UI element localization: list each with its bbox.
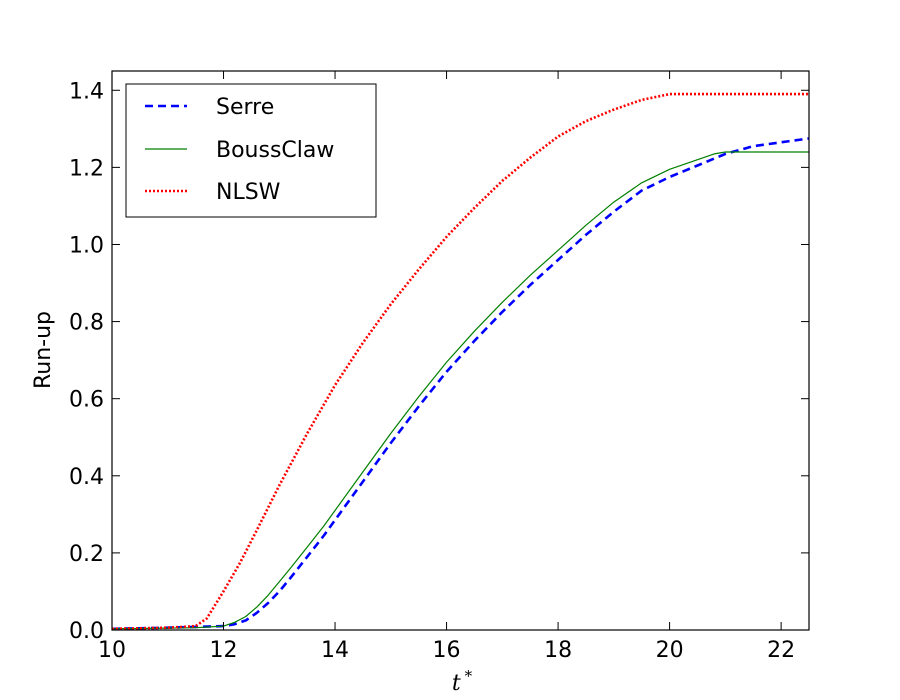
y-tick-label: 0.4 <box>69 465 104 490</box>
y-tick-label: 1.4 <box>69 79 104 104</box>
series-serre-line <box>111 137 810 631</box>
legend: Serre BoussClaw NLSW <box>125 83 377 218</box>
legend-box <box>125 83 377 218</box>
series-layer <box>111 92 810 631</box>
x-tick-label: 14 <box>321 638 349 663</box>
x-tick-label: 10 <box>98 638 126 663</box>
x-tick-label: 20 <box>656 638 684 663</box>
legend-label-boussclaw: BoussClaw <box>216 138 334 163</box>
y-axis-label: Run-up <box>31 311 56 389</box>
series-boussclaw-line <box>111 151 809 630</box>
y-tick-label: 0.8 <box>69 311 104 336</box>
x-tick-label: 16 <box>433 638 461 663</box>
y-tick-label: 1.0 <box>69 233 104 258</box>
y-tick-label: 0.6 <box>69 388 104 413</box>
legend-label-nlsw: NLSW <box>216 180 281 205</box>
x-tick-label: 22 <box>767 638 795 663</box>
legend-label-serre: Serre <box>216 95 274 120</box>
x-axis-label-superscript: * <box>465 667 473 685</box>
series-nlsw-line <box>111 92 809 631</box>
y-tick-label: 0.0 <box>69 619 104 644</box>
x-tick-label: 18 <box>544 638 572 663</box>
x-axis-label-main: t <box>452 671 461 696</box>
y-tick-label: 1.2 <box>69 156 104 181</box>
ticks-layer: 10 12 14 16 18 20 22 0.0 0.2 0.4 0.6 0.8 1.0 1.2 1.4 <box>69 71 809 663</box>
plot-frame <box>111 70 810 631</box>
x-axis-label: t * <box>452 667 473 696</box>
labels-layer: Run-up t * <box>31 311 473 696</box>
x-tick-label: 12 <box>210 638 238 663</box>
y-tick-label: 0.2 <box>69 542 104 567</box>
